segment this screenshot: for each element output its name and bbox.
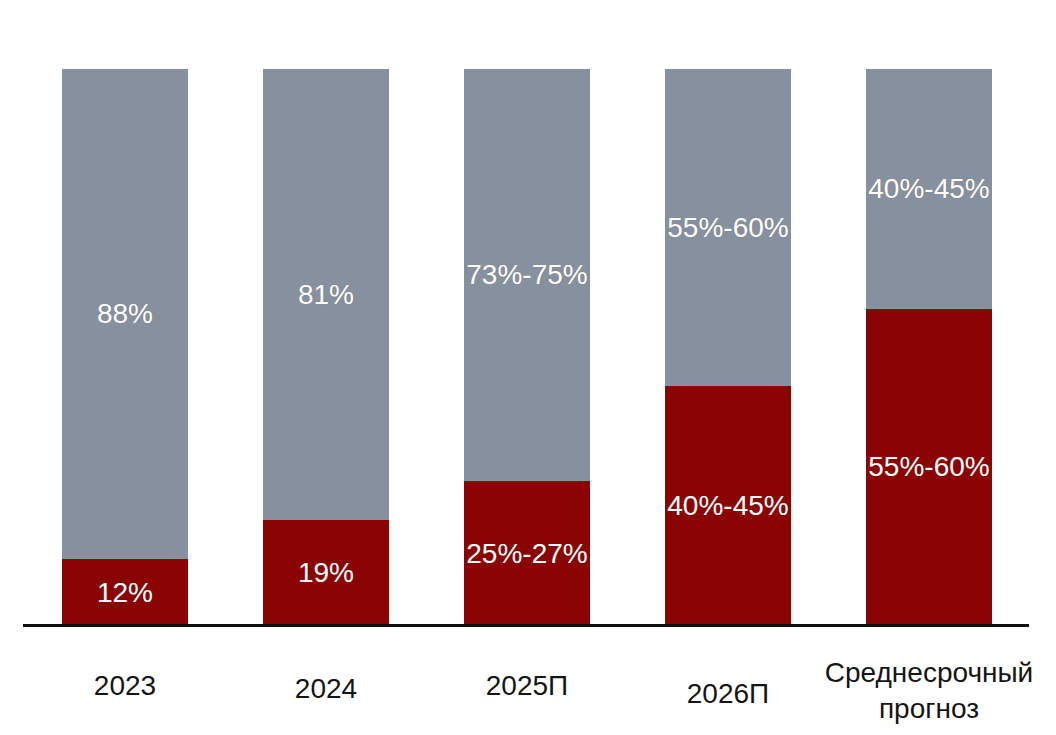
x-axis-category-label: Среднесрочный прогноз xyxy=(814,655,1044,727)
gray-segment: 55%-60% xyxy=(665,69,791,386)
segment-data-label: 25%-27% xyxy=(466,540,587,568)
segment-data-label: 12% xyxy=(97,579,153,607)
red-segment: 55%-60% xyxy=(866,309,992,626)
segment-data-label: 19% xyxy=(298,559,354,587)
x-axis-category-label: 2026П xyxy=(613,676,843,712)
x-axis-category-label: 2024 xyxy=(211,671,441,707)
segment-data-label: 88% xyxy=(97,300,153,328)
gray-segment: 40%-45% xyxy=(866,69,992,309)
segment-data-label: 55%-60% xyxy=(667,214,788,242)
red-segment: 19% xyxy=(263,520,389,626)
x-axis-category-label: 2025П xyxy=(412,668,642,704)
red-segment: 25%-27% xyxy=(464,481,590,626)
bar-column-4: 55%-60% 40%-45% xyxy=(665,69,791,626)
segment-data-label: 81% xyxy=(298,281,354,309)
bar-column-1: 88% 12% xyxy=(62,69,188,626)
segment-data-label: 55%-60% xyxy=(868,453,989,481)
x-axis-category-label: 2023 xyxy=(10,668,240,704)
chart-canvas: 88%12%81%19%73%-75%25%-27%55%-60%40%-45%… xyxy=(0,0,1056,735)
gray-segment: 88% xyxy=(62,69,188,559)
plot-area: 88%12%81%19%73%-75%25%-27%55%-60%40%-45%… xyxy=(62,69,992,626)
red-segment: 12% xyxy=(62,559,188,626)
segment-data-label: 40%-45% xyxy=(868,175,989,203)
gray-segment: 73%-75% xyxy=(464,69,590,481)
bar-column-2: 81% 19% xyxy=(263,69,389,626)
segment-data-label: 40%-45% xyxy=(667,492,788,520)
red-segment: 40%-45% xyxy=(665,386,791,626)
bar-column-3: 73%-75% 25%-27% xyxy=(464,69,590,626)
x-axis-line xyxy=(23,624,1029,627)
gray-segment: 81% xyxy=(263,69,389,520)
bar-column-5: 40%-45% 55%-60% xyxy=(866,69,992,626)
segment-data-label: 73%-75% xyxy=(466,261,587,289)
